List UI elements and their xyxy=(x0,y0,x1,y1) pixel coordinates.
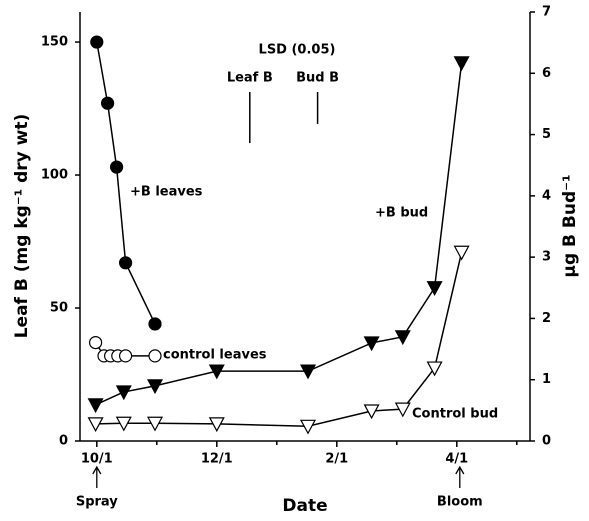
point xyxy=(100,96,115,110)
x-axis-title: Date xyxy=(282,496,327,516)
x-tick-label: 12/1 xyxy=(201,452,233,467)
series-label: +B leaves xyxy=(130,185,203,200)
point xyxy=(109,160,124,174)
y2-tick-label: 4 xyxy=(542,188,551,203)
point xyxy=(394,402,411,418)
point xyxy=(394,330,411,346)
point xyxy=(208,364,225,380)
y-tick-label: 150 xyxy=(41,35,68,50)
point xyxy=(363,404,380,420)
lsd-title: LSD (0.05) xyxy=(259,43,336,58)
point xyxy=(146,379,164,395)
y2-tick-label: 1 xyxy=(542,372,551,387)
point xyxy=(426,361,443,377)
point xyxy=(148,349,162,363)
x-tick-label: 4/1 xyxy=(445,452,468,467)
y2-axis-title: µg B Bud⁻¹ xyxy=(560,174,580,277)
event-arrowhead xyxy=(92,465,102,475)
point xyxy=(299,364,317,380)
point xyxy=(115,416,132,432)
point xyxy=(87,417,104,433)
y2-tick-label: 6 xyxy=(542,66,551,81)
point xyxy=(363,336,380,352)
lsd-label: Bud B xyxy=(296,71,339,86)
event-label: Spray xyxy=(76,495,118,510)
y-tick-label: 50 xyxy=(50,301,68,316)
series-line xyxy=(95,252,463,428)
point xyxy=(88,335,103,350)
y2-tick-label: 7 xyxy=(542,5,551,20)
y2-tick-label: 3 xyxy=(542,250,551,265)
series-line xyxy=(96,41,156,325)
point xyxy=(208,417,225,433)
point xyxy=(90,35,104,49)
point xyxy=(148,317,162,331)
point xyxy=(87,398,104,414)
point xyxy=(453,245,470,261)
point xyxy=(146,416,164,432)
y2-tick-label: 5 xyxy=(542,127,551,142)
lsd-label: Leaf B xyxy=(227,71,273,86)
point xyxy=(115,385,132,401)
point xyxy=(426,281,443,297)
y2-tick-label: 0 xyxy=(542,434,551,449)
y2-tick-label: 2 xyxy=(542,311,551,326)
point xyxy=(118,256,133,270)
x-tick-label: 2/1 xyxy=(325,452,348,467)
y-tick-label: 100 xyxy=(41,168,68,183)
series-label: +B bud xyxy=(375,206,428,221)
series-label: control leaves xyxy=(163,348,267,363)
series-label: Control bud xyxy=(412,407,498,422)
point xyxy=(453,56,470,72)
point xyxy=(118,349,133,363)
event-label: Bloom xyxy=(437,495,483,510)
y-tick-label: 0 xyxy=(59,434,68,449)
point xyxy=(299,419,317,435)
y-axis-title: Leaf B (mg kg⁻¹ dry wt) xyxy=(12,114,32,339)
x-tick-label: 10/1 xyxy=(81,452,113,467)
event-arrowhead xyxy=(455,465,465,475)
